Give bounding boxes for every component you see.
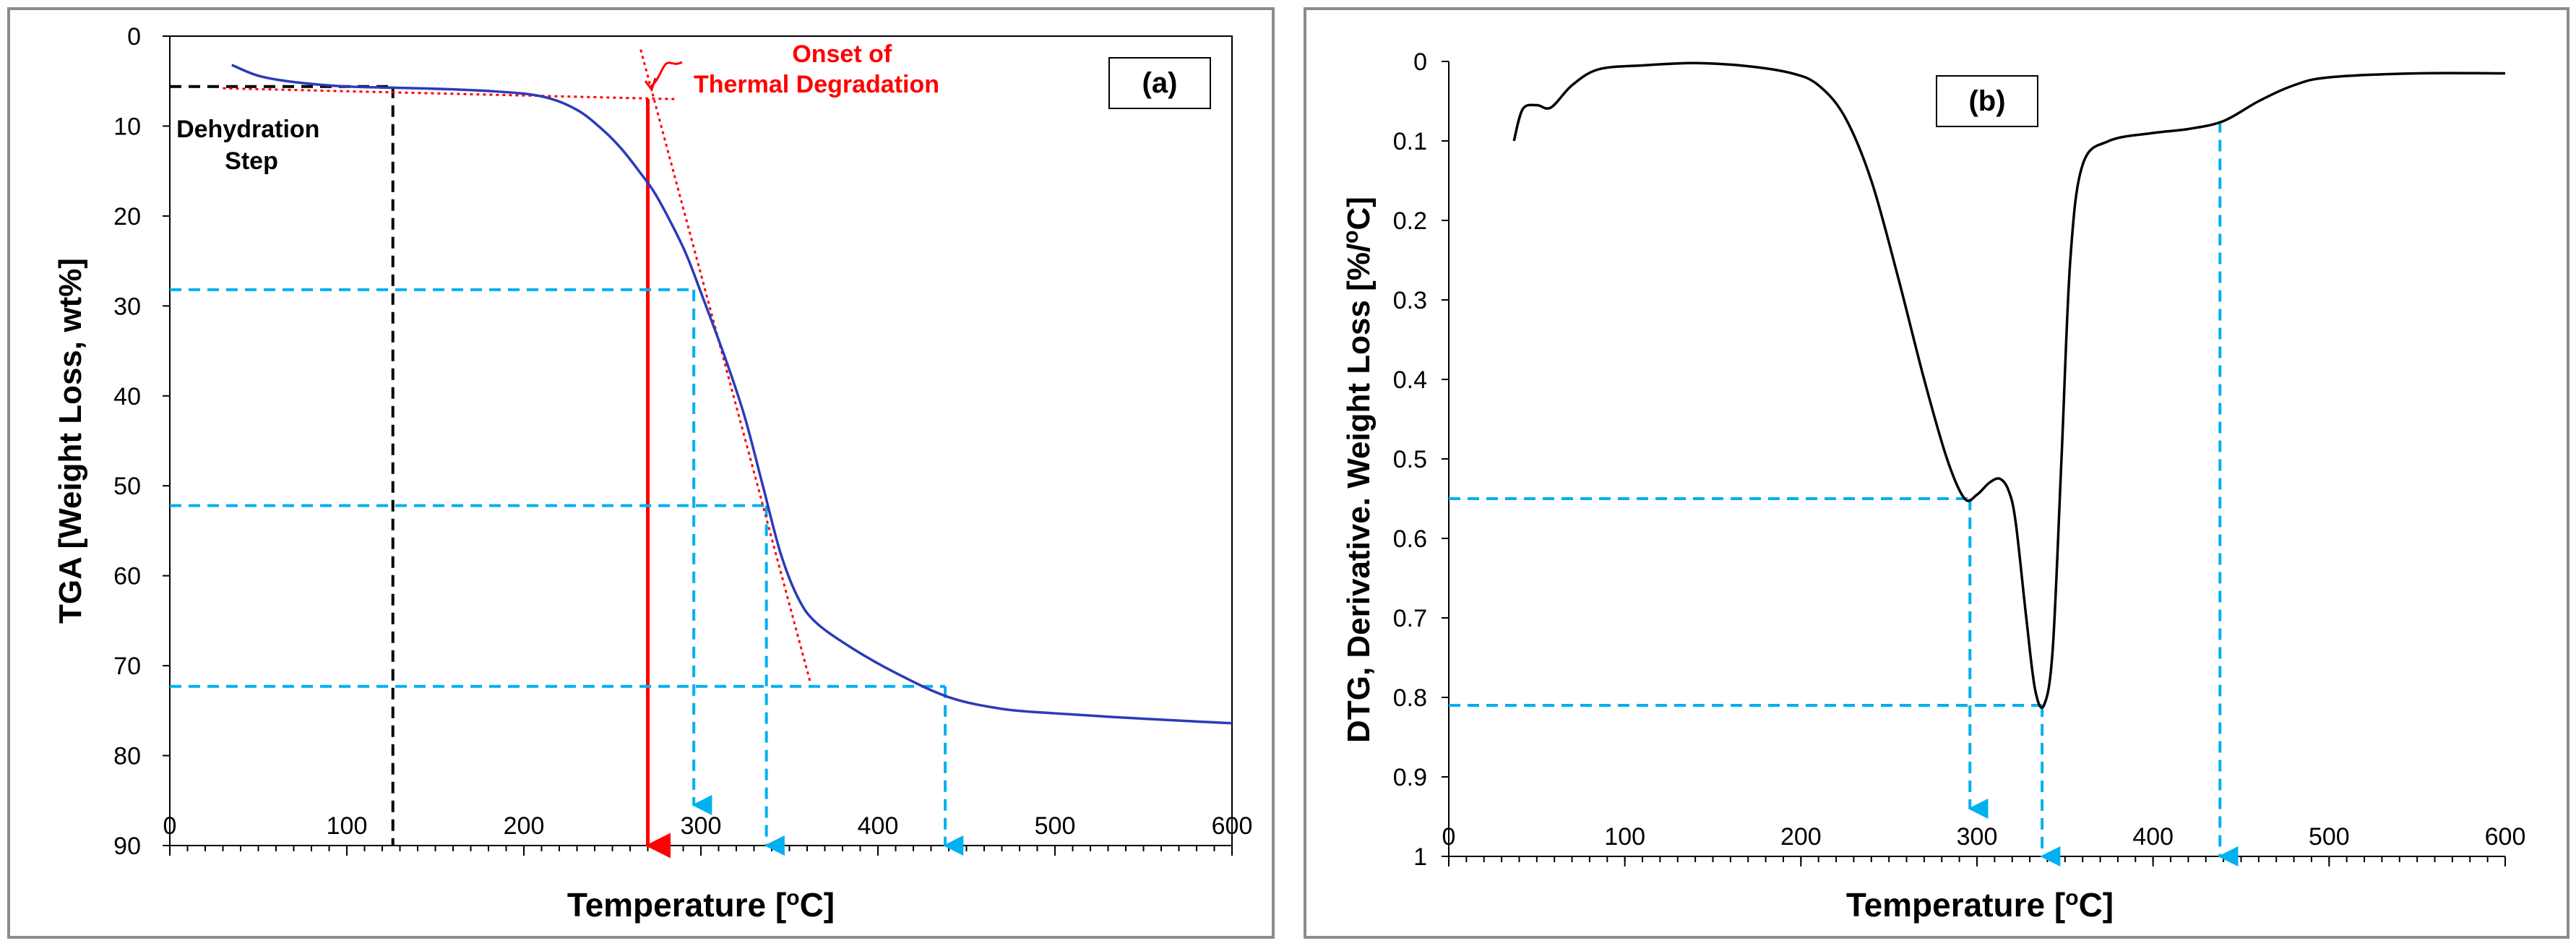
onset-line-2: Thermal Degradation (694, 71, 939, 98)
panel-b-reference-lines (1449, 121, 2239, 867)
panel-b-y-tick-label: 0.2 (1393, 207, 1427, 235)
panel-a-label: (a) (1142, 67, 1178, 99)
onset-pointer-squiggle (650, 61, 683, 88)
panel-b-y-tick-label: 0.8 (1393, 684, 1427, 712)
panel-a-series (231, 64, 1233, 725)
panel-b-y-tick-label: 1 (1413, 843, 1427, 871)
panel-a-plot-area (169, 35, 1233, 846)
panel-b-y-tick-label: 0.5 (1393, 446, 1427, 473)
panel-a-y-tick-label: 90 (113, 833, 141, 860)
panel-b-y-tick-label: 0.1 (1393, 128, 1427, 155)
panel-a-y-tick-label: 0 (127, 23, 141, 51)
dehydration-line-2: Step (225, 147, 278, 175)
panel-b-y-tick-label: 0.3 (1393, 287, 1427, 314)
panel-b-y-tick-label: 0.6 (1393, 525, 1427, 553)
panel-a-x-tick-label: 600 (1212, 812, 1253, 840)
panel-b-y-tick-label: 0.7 (1393, 605, 1427, 632)
panel-b-x-tick-label: 400 (2132, 823, 2174, 851)
onset-line-1: Onset of (792, 40, 892, 68)
panel-b-tick-labels: 0 100 200 300 400 500 600 0 0.1 0.2 0.3 0.4 0.5 0.6 0.… (1393, 48, 2526, 871)
panel-a-x-tick-label: 500 (1035, 812, 1076, 840)
panel-b-x-tick-label: 100 (1604, 823, 1645, 851)
panel-b-label: (b) (1968, 85, 2005, 117)
panel-b: 0 100 200 300 400 500 600 0 0.1 0.2 0.3 0.4 0.5 0.6 0.… (1304, 7, 2569, 939)
panel-a-x-tick-label: 0 (163, 812, 177, 840)
panel-a-x-tick-label: 100 (327, 812, 368, 840)
panel-b-y-tick-label: 0 (1413, 48, 1427, 76)
panel-a-y-tick-label: 30 (113, 293, 141, 320)
panel-b-x-tick-label: 600 (2485, 823, 2526, 851)
panel-b-series (1512, 61, 2506, 710)
panel-b-x-tick-label: 0 (1442, 823, 1456, 851)
panel-a-label-box (1108, 57, 1211, 109)
panel-a-y-axis-title: TGA [Weight Loss, wt%] (53, 258, 88, 624)
panel-a-x-tick-label: 300 (681, 812, 722, 840)
panel-a-y-tick-label: 20 (113, 203, 141, 231)
panel-b-x-tick-label: 200 (1780, 823, 1822, 851)
panel-b-y-tick-label: 0.9 (1393, 764, 1427, 791)
panel-a-x-tick-label: 200 (504, 812, 545, 840)
panel-b-x-tick-label: 300 (1957, 823, 1998, 851)
onset-pointer-hook (644, 77, 657, 93)
panel-b-ticks (1442, 61, 2506, 867)
panel-a: 0 100 200 300 400 500 600 0 10 20 30 40 50 60 70 80 90 T… (7, 7, 1275, 939)
panel-a-y-tick-label: 60 (113, 563, 141, 590)
panel-b-plot-area (1449, 61, 2505, 856)
onset-annotation: Onset of Thermal Degradation (694, 40, 939, 98)
panel-b-x-axis-title: Temperature [oC] (1846, 886, 2114, 924)
panel-b-y-tick-label: 0.4 (1393, 366, 1427, 394)
panel-b-x-tick-label: 500 (2309, 823, 2350, 851)
panel-b-label-box (1936, 75, 2038, 127)
dehydration-step-annotation: Dehydration Step (176, 116, 327, 175)
dehydration-line-1: Dehydration (176, 116, 319, 143)
panel-a-y-tick-label: 80 (113, 743, 141, 770)
panel-a-ticks (163, 35, 1233, 856)
panel-b-series-line (1512, 61, 2506, 710)
panel-a-reference-lines (170, 49, 964, 859)
tangent-line-1 (639, 49, 812, 684)
panel-a-y-tick-label: 50 (113, 473, 141, 500)
panel-a-y-tick-label: 70 (113, 653, 141, 680)
panel-a-tick-labels: 0 100 200 300 400 500 600 0 10 20 30 40 50 60 70 80 90 (113, 23, 1252, 860)
panel-a-series-line (231, 64, 1233, 725)
panel-a-x-tick-label: 400 (858, 812, 899, 840)
panel-a-x-axis-title: Temperature [oC] (567, 886, 835, 924)
panel-a-y-tick-label: 10 (113, 113, 141, 140)
panel-b-y-axis-title: DTG, Derivative. Weight Loss [%/oC] (1339, 197, 1377, 743)
panel-a-y-tick-label: 40 (113, 383, 141, 410)
